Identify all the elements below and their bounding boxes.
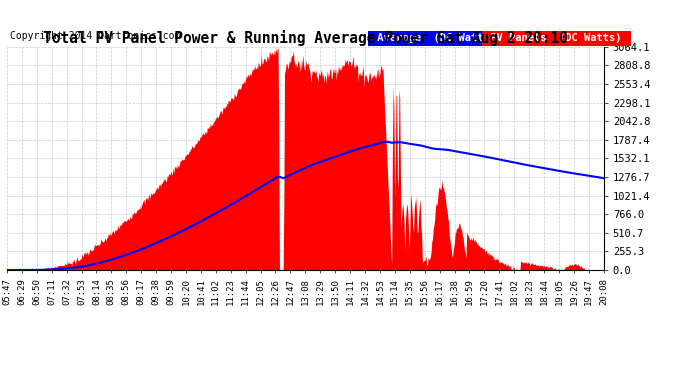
Title: Total PV Panel Power & Running Average Power Sat Aug 2 20:10: Total PV Panel Power & Running Average P… (43, 30, 568, 46)
Text: Average  (DC Watts): Average (DC Watts) (371, 33, 502, 44)
Text: PV Panels  (DC Watts): PV Panels (DC Watts) (484, 33, 628, 44)
Text: Copyright 2014 Cartronics.com: Copyright 2014 Cartronics.com (10, 32, 181, 41)
